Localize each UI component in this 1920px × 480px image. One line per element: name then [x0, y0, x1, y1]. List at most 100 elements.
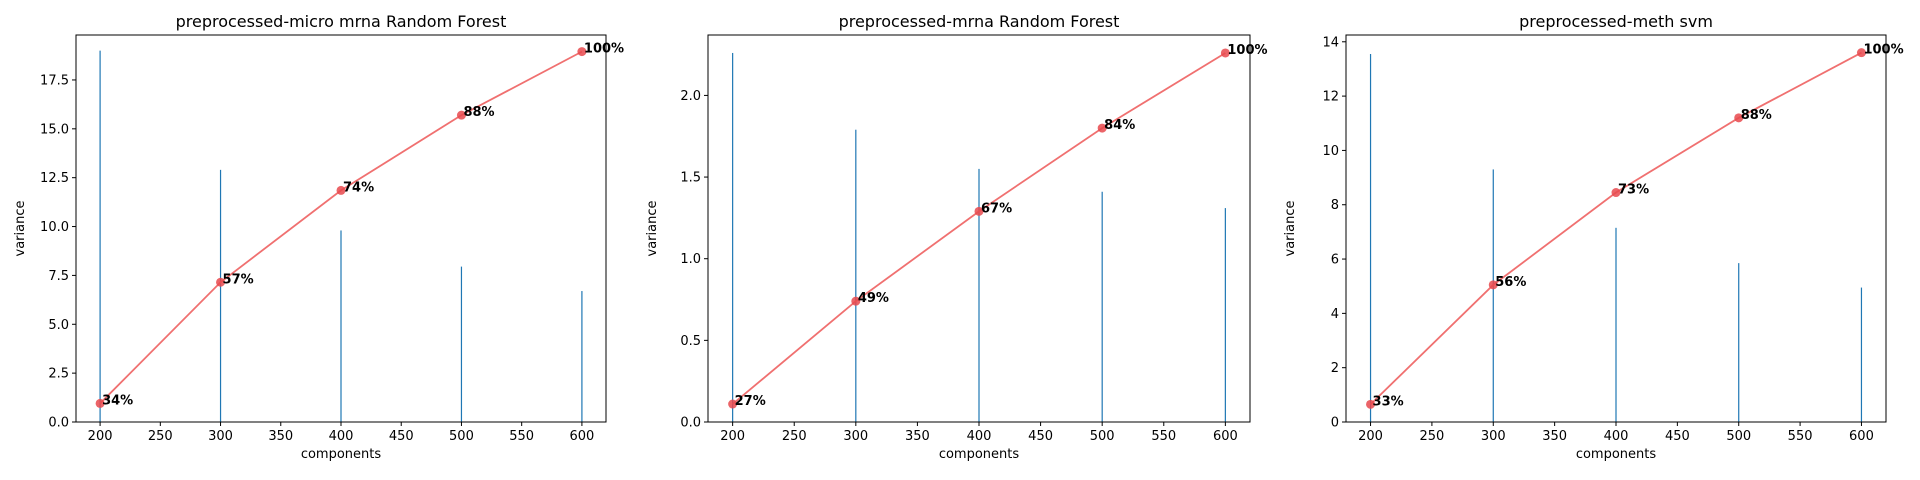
x-tick-label: 400: [967, 429, 992, 444]
x-axis-label: components: [1576, 447, 1657, 462]
x-tick-label: 300: [843, 429, 868, 444]
x-tick-label: 200: [88, 429, 113, 444]
y-tick-label: 4: [1331, 307, 1339, 322]
chart-panel-1: preprocessed-micro mrna Random Forest 34%…: [13, 12, 624, 462]
data-label: 56%: [1495, 275, 1526, 290]
y-tick-label: 0.5: [680, 334, 701, 349]
data-point: [1488, 280, 1498, 290]
chart-panel-3: preprocessed-meth svm 33% 56% 73% 88% 100% 200…: [1283, 12, 1904, 462]
x-tick-label: 550: [1151, 429, 1176, 444]
data-label: 57%: [223, 272, 254, 287]
bar: [1224, 208, 1226, 422]
bar: [1492, 169, 1494, 422]
y-tick-label: 0.0: [680, 416, 701, 431]
x-tick-label: 350: [1542, 429, 1567, 444]
x-tick-label: 450: [1028, 429, 1053, 444]
data-label: 74%: [343, 180, 374, 195]
y-tick-label: 15.0: [40, 122, 69, 137]
data-label: 49%: [858, 291, 889, 306]
x-tick-label: 450: [1665, 429, 1690, 444]
bar: [732, 52, 734, 422]
data-point: [456, 110, 466, 120]
chart-panel-2: preprocessed-mrna Random Forest 27% 49% 67%…: [645, 12, 1268, 462]
x-tick-label: 500: [1726, 429, 1751, 444]
x-tick-label: 250: [782, 429, 807, 444]
y-tick-label: 17.5: [40, 73, 69, 88]
x-tick-label: 350: [905, 429, 930, 444]
y-tick-label: 1.0: [680, 252, 701, 267]
data-label: 100%: [584, 42, 624, 57]
data-point: [1366, 399, 1376, 409]
data-point: [728, 399, 738, 409]
y-tick-label: 2: [1331, 361, 1339, 376]
x-tick-label: 400: [1604, 429, 1629, 444]
bar: [1101, 191, 1103, 422]
y-tick-label: 5.0: [48, 318, 69, 333]
y-axis-label: variance: [645, 201, 660, 257]
data-point: [216, 277, 226, 287]
bar: [219, 169, 222, 422]
bar: [581, 291, 583, 422]
y-tick-label: 10.0: [40, 220, 69, 235]
data-label: 100%: [1227, 43, 1267, 58]
x-tick-label: 450: [389, 429, 414, 444]
y-tick-label: 7.5: [48, 269, 69, 284]
data-label: 33%: [1373, 394, 1404, 409]
x-tick-label: 350: [268, 429, 293, 444]
data-point: [1611, 188, 1621, 198]
data-point: [1220, 48, 1230, 58]
data-point: [851, 296, 861, 306]
y-tick-label: 1.5: [680, 171, 701, 186]
y-tick-label: 10: [1322, 144, 1339, 159]
x-tick-label: 550: [1788, 429, 1813, 444]
y-tick-label: 2.0: [680, 89, 701, 104]
y-axis-label: variance: [13, 201, 28, 257]
x-tick-label: 600: [1213, 429, 1238, 444]
x-axis-label: components: [301, 447, 382, 462]
y-tick-label: 14: [1322, 35, 1339, 50]
y-tick-label: 0.0: [48, 416, 69, 431]
data-label: 100%: [1863, 43, 1903, 58]
y-tick-label: 8: [1331, 198, 1339, 213]
x-tick-label: 600: [1849, 429, 1874, 444]
x-tick-label: 300: [208, 429, 233, 444]
data-point: [1734, 113, 1744, 123]
y-tick-label: 12: [1322, 90, 1339, 105]
x-tick-label: 600: [569, 429, 594, 444]
bar: [978, 168, 980, 422]
x-tick-label: 250: [1419, 429, 1444, 444]
x-tick-label: 300: [1481, 429, 1506, 444]
data-label: 67%: [981, 201, 1012, 216]
data-point: [577, 47, 587, 57]
chart-title: preprocessed-micro mrna Random Forest: [176, 12, 507, 31]
bar: [1369, 54, 1372, 422]
bar: [1860, 287, 1863, 422]
data-point: [1097, 123, 1107, 133]
y-tick-label: 2.5: [48, 367, 69, 382]
y-tick-label: 0: [1331, 416, 1339, 431]
x-tick-label: 200: [720, 429, 745, 444]
x-axis-label: components: [939, 447, 1020, 462]
x-tick-label: 200: [1358, 429, 1383, 444]
data-label: 84%: [1104, 118, 1135, 133]
data-label: 88%: [463, 105, 494, 120]
x-tick-label: 500: [1090, 429, 1115, 444]
y-tick-label: 6: [1331, 253, 1339, 268]
x-tick-label: 500: [449, 429, 474, 444]
bar: [1738, 263, 1740, 422]
bar: [460, 266, 463, 422]
data-point: [336, 185, 346, 195]
data-label: 73%: [1618, 183, 1649, 198]
data-point: [95, 398, 105, 408]
chart-title: preprocessed-mrna Random Forest: [839, 12, 1120, 31]
data-label: 88%: [1741, 108, 1772, 123]
bar: [855, 129, 857, 422]
bar: [1615, 227, 1617, 422]
data-point: [1856, 48, 1866, 58]
x-tick-label: 550: [509, 429, 534, 444]
data-label: 34%: [102, 393, 133, 408]
x-tick-label: 250: [148, 429, 173, 444]
bar: [340, 230, 342, 422]
y-axis-label: variance: [1283, 201, 1298, 257]
chart-title: preprocessed-meth svm: [1519, 12, 1713, 31]
